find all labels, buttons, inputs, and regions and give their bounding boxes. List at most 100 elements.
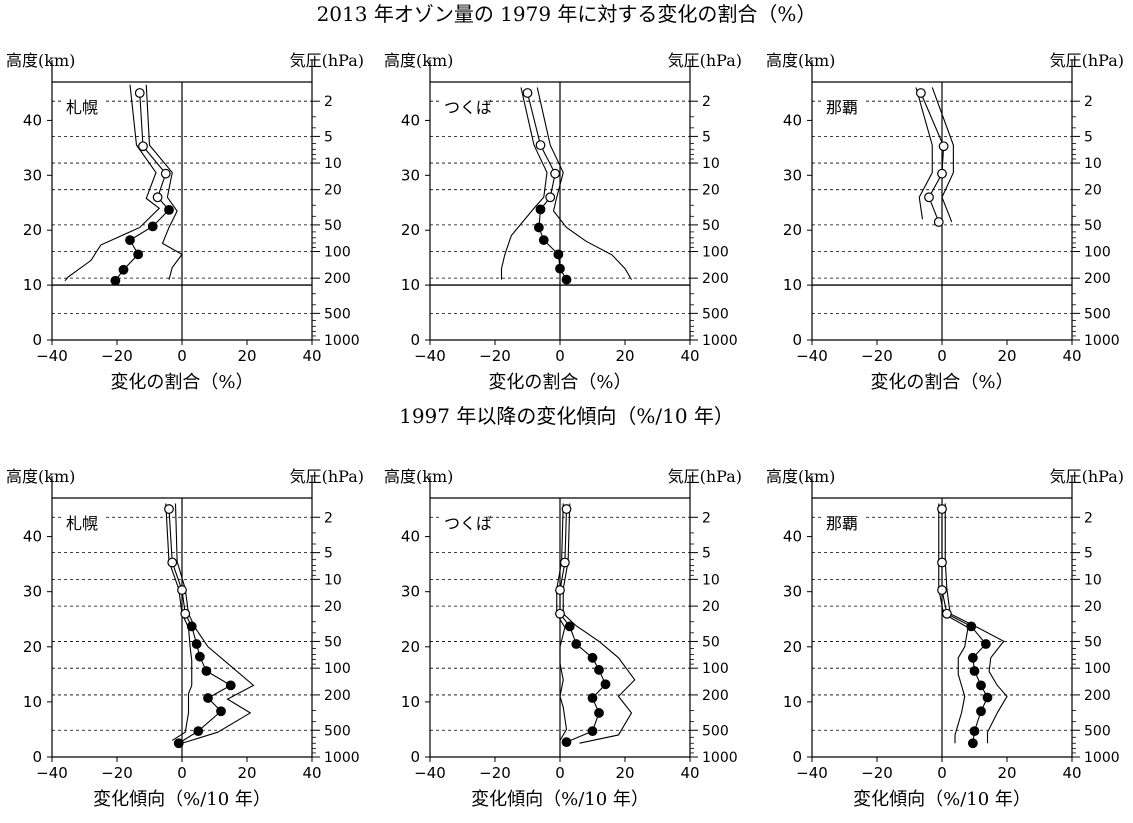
panel-1-pressure-tick-label: 1000	[324, 333, 360, 349]
panel-4-pressure-tick-label: 1000	[324, 750, 360, 766]
panel-3-x-tick-label: −20	[861, 347, 893, 365]
panel-6-x-tick-label: 20	[997, 764, 1016, 782]
panel-4-ci-lower-line	[165, 503, 193, 741]
panel-1-pressure-tick-label: 5	[324, 129, 333, 145]
panel-1-filled-point	[125, 235, 135, 245]
panel-4-pressure-tick-label: 50	[324, 634, 342, 650]
panel-6-y-tick-label: 30	[783, 583, 802, 601]
panel-2-station-label: つくば	[444, 98, 492, 117]
panel-3-ci-lower-line	[915, 87, 933, 220]
panel-5-pressure-tick-label: 10	[702, 572, 720, 588]
panel-2-open-point	[535, 140, 546, 151]
panel-5-ylabel: 高度(km)	[384, 467, 453, 486]
panel-3-x-tick-label: 20	[997, 347, 1016, 365]
panel-3-y2label: 気圧(hPa)	[1050, 51, 1124, 70]
panel-5-open-point	[555, 608, 565, 619]
panel-6-station-label-bg	[822, 512, 866, 534]
panel-4-pressure-tick-label: 5	[324, 546, 333, 562]
panel-4-open-point	[180, 608, 191, 619]
panel-6-x-tick-label: −40	[796, 764, 828, 782]
panel-6-x-tick-label: 40	[1062, 764, 1081, 782]
panel-5-open-point	[561, 504, 572, 514]
panel-5-open-point	[559, 557, 570, 568]
panel-5-filled-point	[561, 737, 572, 748]
panel-6-y-tick-label: 0	[792, 748, 802, 766]
panel-4-station-label: 札幌	[66, 514, 98, 533]
panel-3-ylabel: 高度(km)	[766, 51, 835, 70]
panel-5-ci-upper-line	[562, 503, 636, 744]
panel-6-open-point	[937, 585, 947, 595]
panel-3-open-point	[938, 141, 949, 152]
panel-6-pressure-tick-label: 20	[1084, 599, 1102, 615]
panel-4-filled-point	[194, 651, 205, 662]
panel-6-filled-point	[966, 621, 977, 632]
panel-4-x-tick-label: −40	[36, 764, 68, 782]
panel-6-pressure-tick-label: 2	[1084, 510, 1093, 526]
panel-5-filled-point	[587, 652, 598, 663]
panel-4-y2label: 気圧(hPa)	[290, 467, 364, 486]
panel-1-pressure-tick-label: 10	[324, 156, 342, 172]
panel-3-pressure-tick-label: 50	[1084, 218, 1102, 234]
panel-1-open-point	[152, 192, 163, 203]
panel-3-pressure-tick-label: 100	[1084, 245, 1111, 261]
panel-3-pressure-tick-label: 5	[1084, 129, 1093, 145]
panel-5-filled-point	[564, 621, 575, 632]
panel-6-ci-upper-line	[944, 503, 1008, 744]
panel-5-pressure-tick-label: 50	[702, 634, 720, 650]
panel-4-ylabel: 高度(km)	[6, 467, 75, 486]
panel-4-x-tick-label: 0	[177, 764, 187, 782]
panel-2-x-tick-label: −40	[414, 347, 446, 365]
panel-6-xlabel: 変化傾向（%/10 年）	[853, 789, 1031, 810]
panel-6-pressure-tick-label: 5	[1084, 546, 1093, 562]
panel-2-ci-upper-line	[536, 87, 632, 280]
panel-3-open-point	[915, 88, 926, 98]
panel-6-filled-point	[969, 726, 980, 736]
top-row-title: 2013 年オゾン量の 1979 年に対する変化の割合（%）	[316, 2, 817, 26]
panel-4-filled-point	[201, 666, 212, 676]
panel-4-x-tick-label: −20	[101, 764, 133, 782]
panel-3-x-tick-label: 40	[1062, 347, 1081, 365]
panel-2-pressure-tick-label: 1000	[702, 333, 738, 349]
panel-4-filled-point	[225, 680, 236, 691]
bottom-row-title: 1997 年以降の変化傾向（%/10 年）	[399, 404, 734, 428]
panel-2-ci-lower-line	[500, 87, 548, 280]
panel-3-ci-upper-line	[931, 87, 954, 223]
panel-2-filled-point	[561, 274, 572, 285]
panel-2-open-point	[522, 88, 533, 98]
panel-4-y-tick-label: 10	[23, 693, 42, 711]
panel-6-ci-lower-line	[938, 503, 969, 744]
panel-2-x-tick-label: 40	[680, 347, 699, 365]
panel-1-y2label: 気圧(hPa)	[290, 51, 364, 70]
panel-6-pressure-tick-label: 200	[1084, 688, 1111, 704]
panel-2-open-point	[545, 192, 556, 203]
panel-1-pressure-tick-label: 100	[324, 245, 351, 261]
panel-6-open-point	[937, 504, 947, 514]
panel-4-pressure-tick-label: 100	[324, 661, 351, 677]
panel-3-pressure-tick-label: 500	[1084, 306, 1111, 322]
panel-2-y-tick-label: 0	[410, 331, 420, 349]
panel-4-open-point	[164, 504, 174, 514]
panel-5-x-tick-label: −40	[414, 764, 446, 782]
panel-1-x-tick-label: 40	[302, 347, 321, 365]
panel-2-y-tick-label: 10	[401, 276, 420, 294]
panel-2-ylabel: 高度(km)	[384, 51, 453, 70]
panel-6-filled-point	[976, 680, 986, 691]
panel-5-x-tick-label: 20	[615, 764, 634, 782]
panel-3-pressure-tick-label: 20	[1084, 183, 1102, 199]
panel-1-pressure-tick-label: 200	[324, 271, 351, 287]
panel-3-x-tick-label: 0	[937, 347, 947, 365]
panel-3-y-tick-label: 20	[783, 221, 802, 239]
panel-1-x-tick-label: −40	[36, 347, 68, 365]
panel-5-filled-point	[594, 708, 604, 718]
panel-1-y-tick-label: 40	[23, 111, 42, 129]
panel-4-filled-point	[203, 693, 213, 703]
panel-2-pressure-tick-label: 50	[702, 218, 720, 234]
panel-4-y-tick-label: 0	[32, 748, 42, 766]
panel-4-pressure-tick-label: 10	[324, 572, 342, 588]
panel-5-pressure-tick-label: 5	[702, 546, 711, 562]
panel-6-pressure-tick-label: 10	[1084, 572, 1102, 588]
panel-1-x-tick-label: 20	[237, 347, 256, 365]
panel-3-y-tick-label: 30	[783, 166, 802, 184]
panel-6-filled-point	[969, 666, 980, 676]
